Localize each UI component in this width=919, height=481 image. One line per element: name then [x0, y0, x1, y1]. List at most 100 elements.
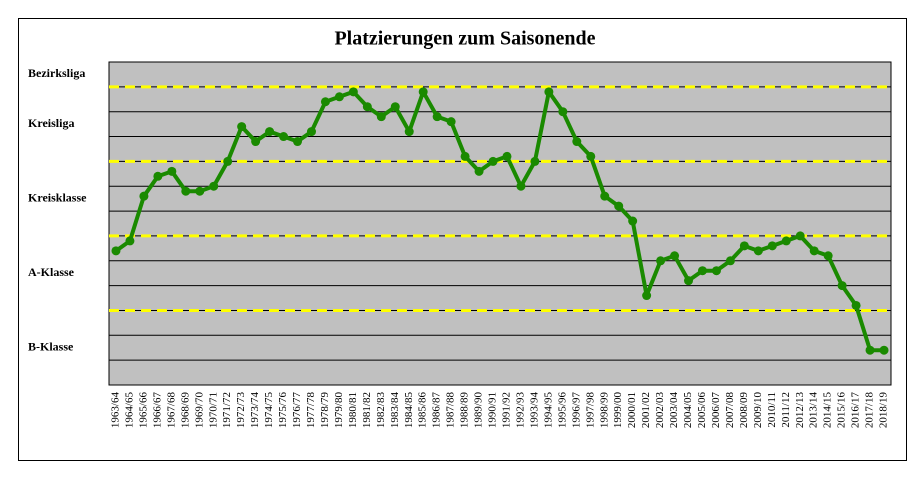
data-point — [697, 266, 707, 276]
data-point — [376, 112, 386, 122]
data-point — [195, 186, 205, 196]
data-point — [223, 156, 233, 166]
y-tick-label: Kreisliga — [28, 116, 74, 130]
x-tick-label: 1963/64 — [110, 392, 122, 429]
x-tick-label: 1976/77 — [291, 392, 303, 429]
x-tick-label: 2016/17 — [850, 392, 862, 429]
data-point — [390, 102, 400, 112]
x-tick-label: 2015/16 — [836, 392, 848, 429]
data-point — [572, 137, 582, 147]
x-tick-label: 1997/98 — [584, 392, 596, 429]
data-point — [642, 291, 652, 301]
x-tick-label: 1985/86 — [417, 392, 429, 429]
data-point — [265, 127, 275, 137]
data-point — [879, 345, 889, 355]
x-tick-label: 1987/88 — [445, 392, 457, 429]
x-tick-label: 1970/71 — [207, 392, 219, 428]
x-tick-label: 2003/04 — [668, 392, 680, 429]
x-tick-label: 1966/67 — [151, 392, 163, 429]
y-tick-label: Bezirksliga — [28, 66, 85, 80]
x-tick-label: 2011/12 — [780, 392, 792, 428]
data-point — [865, 345, 875, 355]
data-point — [488, 156, 498, 166]
data-point — [167, 166, 177, 176]
data-point — [725, 256, 735, 266]
x-tick-label: 2000/01 — [626, 392, 638, 428]
data-point — [320, 97, 330, 107]
data-point — [306, 127, 316, 137]
y-tick-label: Kreisklasse — [28, 190, 87, 204]
data-point — [362, 102, 372, 112]
x-tick-label: 2008/09 — [738, 392, 750, 429]
x-tick-label: 1979/80 — [333, 392, 345, 429]
x-tick-label: 2001/02 — [640, 392, 652, 428]
data-point — [781, 236, 791, 246]
x-tick-label: 2005/06 — [696, 392, 708, 429]
data-point — [670, 251, 680, 261]
data-point — [181, 186, 191, 196]
data-point — [432, 112, 442, 122]
data-point — [251, 137, 261, 147]
x-tick-label: 1975/76 — [277, 392, 289, 429]
data-point — [614, 201, 624, 211]
data-point — [767, 241, 777, 251]
data-point — [125, 236, 135, 246]
x-tick-label: 1977/78 — [305, 392, 317, 429]
x-tick-label: 2012/13 — [794, 392, 806, 429]
data-point — [837, 281, 847, 291]
data-point — [823, 251, 833, 261]
x-tick-label: 1965/66 — [137, 392, 149, 429]
x-tick-label: 2017/18 — [864, 392, 876, 429]
data-point — [711, 266, 721, 276]
data-point — [809, 246, 819, 256]
x-tick-label: 1992/93 — [514, 392, 526, 429]
data-point — [684, 276, 694, 286]
x-tick-label: 1972/73 — [235, 392, 247, 429]
data-point — [753, 246, 763, 256]
data-point — [586, 151, 596, 161]
x-tick-label: 1995/96 — [556, 392, 568, 429]
x-tick-label: 1964/65 — [123, 392, 135, 429]
data-point — [558, 107, 568, 117]
data-point — [600, 191, 610, 201]
data-point — [153, 171, 163, 181]
data-point — [795, 231, 805, 241]
data-point — [209, 181, 219, 191]
data-point — [739, 241, 749, 251]
x-tick-label: 2007/08 — [724, 392, 736, 429]
plot-area — [108, 61, 892, 386]
data-point — [279, 132, 289, 142]
x-tick-label: 1988/89 — [459, 392, 471, 429]
x-tick-label: 1999/00 — [612, 392, 624, 429]
x-tick-label: 2006/07 — [710, 392, 722, 429]
data-point — [502, 151, 512, 161]
data-point — [544, 87, 554, 97]
x-tick-label: 1974/75 — [263, 392, 275, 429]
x-tick-label: 2013/14 — [808, 392, 820, 429]
x-tick-label: 2009/10 — [752, 392, 764, 429]
x-tick-label: 1973/74 — [249, 392, 261, 429]
x-tick-label: 1982/83 — [375, 392, 387, 429]
x-tick-label: 1991/92 — [501, 392, 513, 428]
x-tick-label: 1967/68 — [165, 392, 177, 429]
x-tick-label: 2010/11 — [766, 392, 778, 428]
x-tick-label: 1996/97 — [570, 392, 582, 429]
x-tick-label: 2014/15 — [822, 392, 834, 429]
data-point — [237, 122, 247, 132]
data-point — [530, 156, 540, 166]
data-point — [348, 87, 358, 97]
data-point — [460, 151, 470, 161]
data-point — [474, 166, 484, 176]
x-tick-label: 1993/94 — [528, 392, 540, 429]
x-tick-label: 1990/91 — [487, 392, 499, 428]
x-tick-label: 1984/85 — [403, 392, 415, 429]
chart-title: Platzierungen zum Saisonende — [334, 28, 595, 50]
data-point — [851, 300, 861, 310]
x-tick-label: 1980/81 — [347, 392, 359, 428]
data-point — [516, 181, 526, 191]
y-tick-label: B-Klasse — [28, 339, 74, 353]
data-point — [418, 87, 428, 97]
data-point — [111, 246, 121, 256]
data-point — [334, 92, 344, 102]
